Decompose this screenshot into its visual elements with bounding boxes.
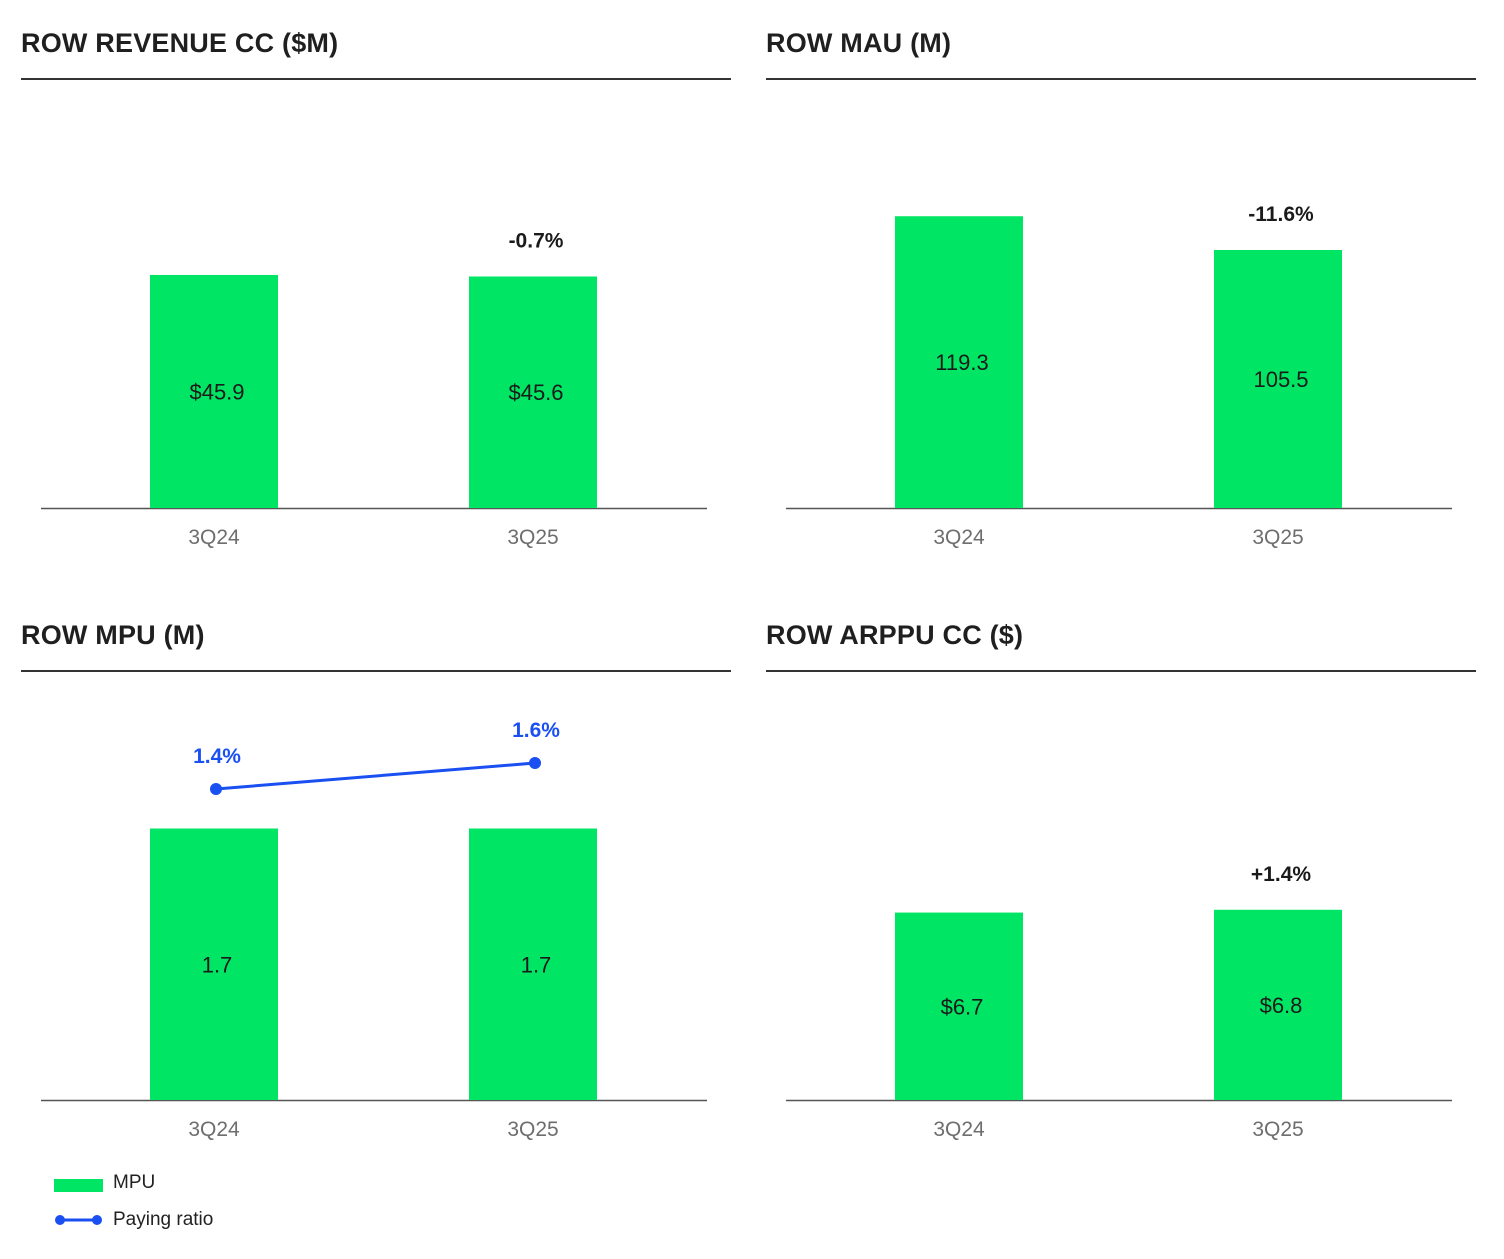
revenue-bar-3q25 [469, 276, 597, 508]
mpu-paying-ratio-point-3q25 [529, 757, 541, 769]
mau-data-label-3q24: 119.3 [935, 350, 988, 375]
mpu-bar-3q25 [469, 828, 597, 1100]
arppu-data-label-3q25: $6.8 [1260, 993, 1303, 1018]
legend-line-dot-left [55, 1215, 65, 1225]
revenue-panel: ROW REVENUE CC ($M) $45.9 3Q24 $45.6 3Q25 -0… [21, 0, 731, 570]
arppu-bar-3q24 [895, 912, 1023, 1100]
mau-chart-title: ROW MAU (M) [766, 28, 952, 58]
mpu-paying-ratio-label-3q24: 1.4% [193, 745, 241, 768]
mpu-title-rule [21, 670, 731, 672]
revenue-tick-label-3q25: 3Q25 [507, 526, 558, 549]
arppu-title-rule [766, 670, 1476, 672]
mau-title-rule [766, 78, 1476, 80]
legend-label-mpu: MPU [113, 1172, 156, 1193]
mpu-tick-label-3q25: 3Q25 [507, 1118, 558, 1141]
arppu-panel: ROW ARPPU CC ($) $6.7 3Q24 $6.8 3Q25 +1.4% [766, 592, 1476, 1162]
arppu-bar-3q25 [1214, 909, 1342, 1100]
revenue-data-label-3q24: $45.9 [189, 379, 244, 404]
arppu-tick-label-3q24: 3Q24 [933, 1118, 985, 1141]
mpu-bar-3q24 [150, 828, 278, 1100]
revenue-chart: $45.9 3Q24 $45.6 3Q25 -0.7% [41, 229, 707, 549]
arppu-change-label: +1.4% [1251, 863, 1311, 886]
mpu-data-label-3q25: 1.7 [521, 952, 552, 977]
mpu-data-label-3q24: 1.7 [202, 952, 233, 977]
mpu-chart: 1.7 3Q24 1.7 3Q25 1.4% 1.6% [41, 719, 707, 1141]
legend-bar-swatch [54, 1179, 103, 1192]
revenue-title-rule [21, 78, 731, 80]
mau-bar-3q25 [1214, 249, 1342, 508]
revenue-bar-3q24 [150, 274, 278, 508]
arppu-tick-label-3q25: 3Q25 [1252, 1118, 1303, 1141]
legend-line-swatch [55, 1215, 102, 1225]
arppu-chart-title: ROW ARPPU CC ($) [766, 620, 1024, 650]
mau-bar-3q24 [895, 216, 1023, 508]
mpu-paying-ratio-point-3q24 [210, 783, 222, 795]
revenue-chart-title: ROW REVENUE CC ($M) [21, 28, 339, 58]
mpu-chart-title: ROW MPU (M) [21, 620, 205, 650]
mau-chart: 119.3 3Q24 105.5 3Q25 -11.6% [786, 203, 1452, 549]
arppu-data-label-3q24: $6.7 [941, 994, 984, 1019]
mau-panel: ROW MAU (M) 119.3 3Q24 105.5 3Q25 -11.6% [766, 0, 1476, 570]
mpu-tick-label-3q24: 3Q24 [188, 1118, 240, 1141]
mpu-paying-ratio-line [215, 761, 536, 791]
revenue-data-label-3q25: $45.6 [508, 380, 563, 405]
mau-tick-label-3q25: 3Q25 [1252, 526, 1303, 549]
revenue-tick-label-3q24: 3Q24 [188, 526, 240, 549]
legend-label-paying-ratio: Paying ratio [113, 1209, 214, 1230]
mau-tick-label-3q24: 3Q24 [933, 526, 985, 549]
revenue-change-label: -0.7% [509, 229, 564, 252]
mau-change-label: -11.6% [1248, 203, 1314, 226]
mau-data-label-3q25: 105.5 [1253, 367, 1308, 392]
mpu-paying-ratio-label-3q25: 1.6% [512, 719, 560, 742]
legend-line-dot-right [92, 1215, 102, 1225]
mpu-panel: ROW MPU (M) 1.7 3Q24 1.7 3Q25 1.4% 1.6% [21, 592, 731, 1162]
arppu-chart: $6.7 3Q24 $6.8 3Q25 +1.4% [786, 863, 1452, 1141]
